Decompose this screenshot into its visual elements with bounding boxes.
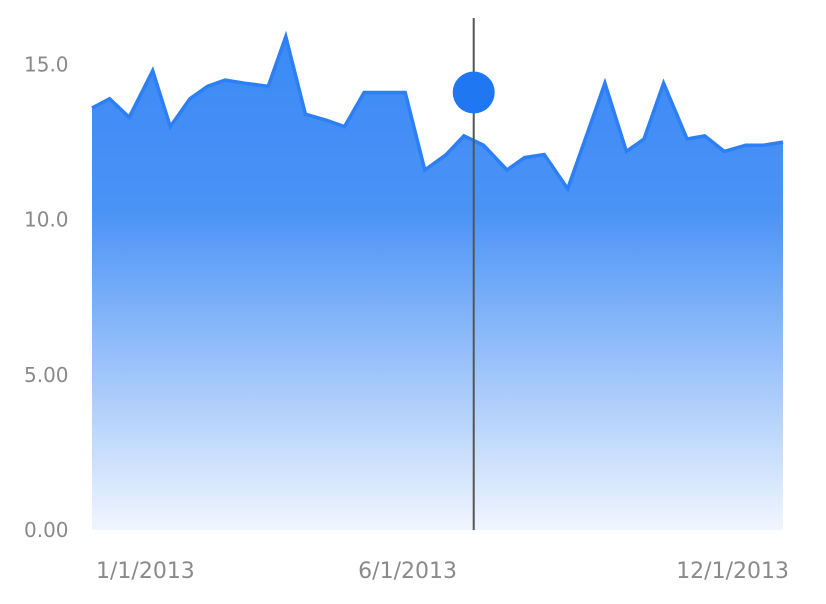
- x-tick-label: 6/1/2013: [358, 559, 457, 584]
- x-tick-label: 12/1/2013: [676, 559, 789, 584]
- y-tick-label: 15.0: [24, 53, 69, 77]
- x-axis: 1/1/2013 6/1/2013 12/1/2013: [96, 559, 789, 584]
- y-tick-label: 0.00: [24, 518, 69, 542]
- x-tick-label: 1/1/2013: [96, 559, 195, 584]
- plot-area: [91, 18, 784, 530]
- y-tick-label: 10.0: [24, 208, 69, 232]
- y-axis: 0.00 5.00 10.0 15.0: [24, 53, 69, 542]
- y-tick-label: 5.00: [24, 363, 69, 387]
- series-line: [91, 30, 784, 193]
- cursor-marker[interactable]: [452, 71, 495, 114]
- series-area: [92, 36, 783, 530]
